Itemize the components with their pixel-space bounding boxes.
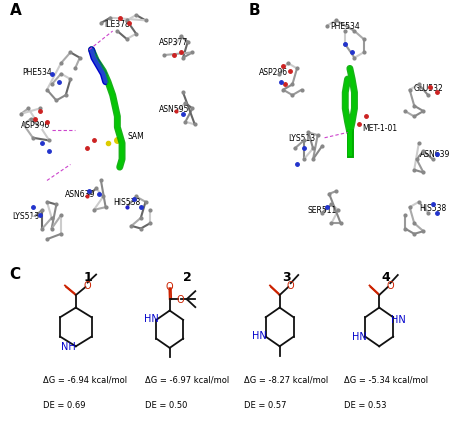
- Text: O: O: [165, 281, 173, 291]
- Text: C: C: [9, 266, 20, 281]
- Text: B: B: [249, 3, 260, 17]
- Text: ASP377: ASP377: [159, 38, 188, 47]
- Text: ASP396: ASP396: [20, 121, 50, 130]
- Text: LYS513: LYS513: [288, 134, 315, 143]
- Text: HIS538: HIS538: [419, 203, 446, 212]
- Text: HN: HN: [144, 313, 158, 323]
- Text: O: O: [386, 281, 394, 291]
- Text: O: O: [177, 294, 184, 305]
- Text: O: O: [84, 280, 91, 290]
- Text: HN: HN: [352, 331, 367, 341]
- Text: SAM: SAM: [128, 131, 145, 140]
- Text: ILE378: ILE378: [104, 20, 130, 29]
- Text: 2: 2: [183, 271, 191, 283]
- Text: ASN595: ASN595: [158, 105, 189, 114]
- Text: GLU532: GLU532: [413, 83, 443, 92]
- Text: DE = 0.50: DE = 0.50: [145, 400, 187, 409]
- Text: O: O: [287, 281, 294, 291]
- Text: MET-1-01: MET-1-01: [362, 123, 397, 132]
- Text: ΔG = -8.27 kcal/mol: ΔG = -8.27 kcal/mol: [244, 374, 328, 383]
- Text: 1: 1: [83, 271, 92, 283]
- Text: SER511: SER511: [308, 206, 337, 215]
- Text: ΔG = -5.34 kcal/mol: ΔG = -5.34 kcal/mol: [344, 374, 428, 383]
- Text: ASN639: ASN639: [420, 150, 450, 159]
- Text: DE = 0.69: DE = 0.69: [43, 400, 85, 409]
- Text: 4: 4: [382, 271, 391, 283]
- Text: HIS538: HIS538: [113, 198, 140, 207]
- Text: HN: HN: [252, 331, 267, 341]
- Text: PHE534: PHE534: [330, 22, 360, 31]
- Text: DE = 0.53: DE = 0.53: [344, 400, 386, 409]
- Text: ΔG = -6.97 kcal/mol: ΔG = -6.97 kcal/mol: [145, 374, 229, 383]
- Text: HN: HN: [392, 314, 406, 324]
- Text: 3: 3: [283, 271, 291, 283]
- Text: ΔG = -6.94 kcal/mol: ΔG = -6.94 kcal/mol: [43, 374, 127, 383]
- Text: NH: NH: [61, 341, 75, 351]
- Text: A: A: [9, 3, 21, 17]
- Text: DE = 0.57: DE = 0.57: [244, 400, 287, 409]
- Text: ASP296: ASP296: [259, 67, 289, 76]
- Text: LYS513: LYS513: [12, 211, 39, 220]
- Text: ASN639: ASN639: [64, 190, 95, 199]
- Text: PHE534: PHE534: [23, 67, 53, 76]
